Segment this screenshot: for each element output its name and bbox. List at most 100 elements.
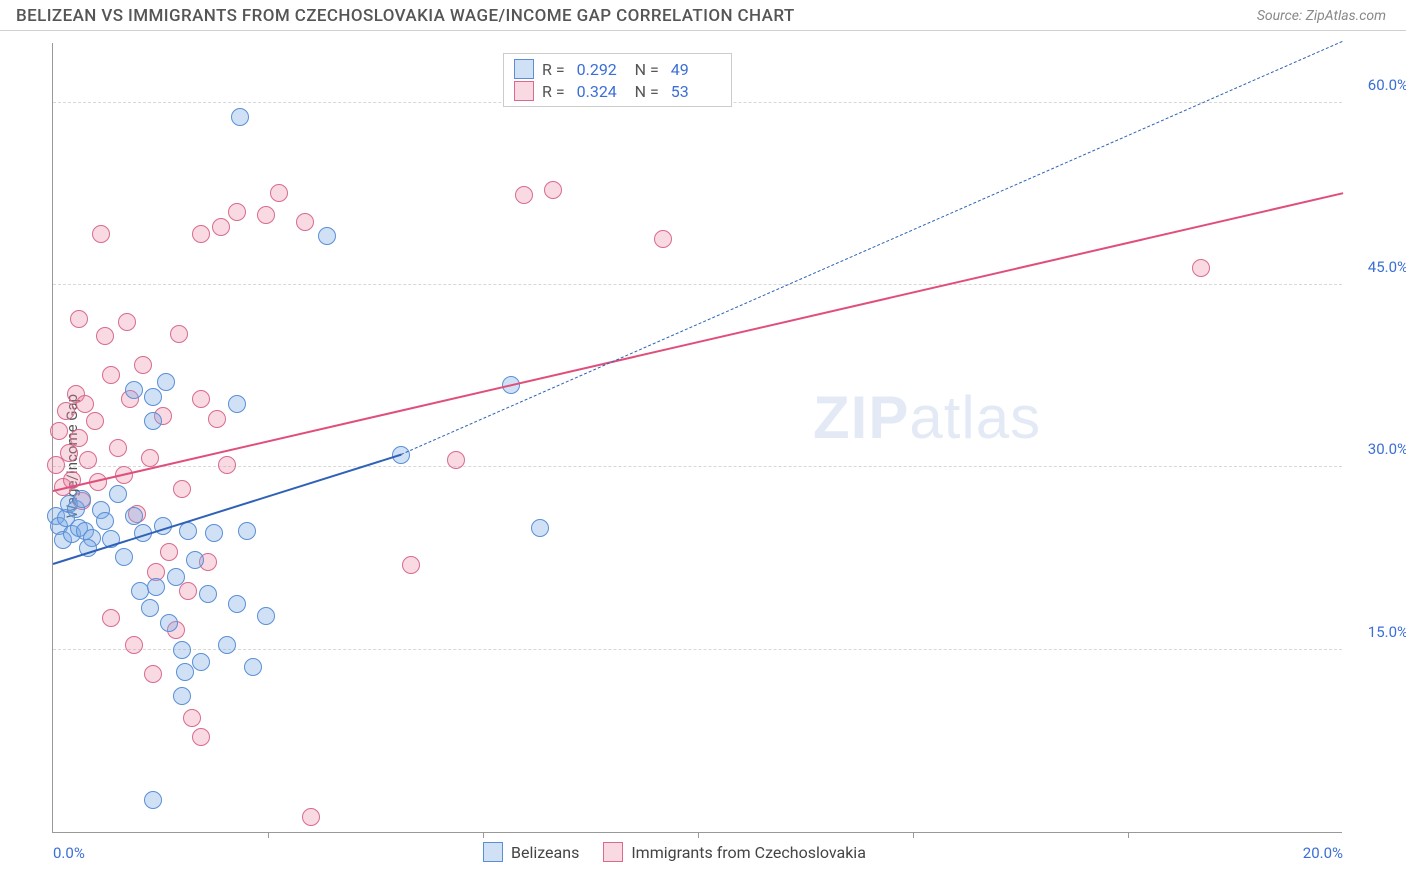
data-point (173, 641, 191, 659)
data-point (176, 663, 194, 681)
y-tick-label: 60.0% (1348, 76, 1406, 94)
data-point (125, 507, 143, 525)
data-point (186, 551, 204, 569)
r-value: 0.324 (577, 82, 627, 101)
data-point (125, 381, 143, 399)
y-tick-label: 15.0% (1348, 623, 1406, 641)
data-point (144, 412, 162, 430)
n-label: N = (635, 82, 659, 101)
x-tick-mark (913, 832, 914, 838)
data-point (257, 206, 275, 224)
data-point (102, 609, 120, 627)
data-point (173, 480, 191, 498)
data-point (218, 456, 236, 474)
data-point (257, 607, 275, 625)
data-point (115, 548, 133, 566)
data-point (79, 451, 97, 469)
data-point (167, 568, 185, 586)
data-point (296, 213, 314, 231)
data-point (402, 556, 420, 574)
data-point (192, 225, 210, 243)
chart-title: BELIZEAN VS IMMIGRANTS FROM CZECHOSLOVAK… (16, 6, 795, 26)
gridline (53, 649, 1342, 650)
data-point (118, 313, 136, 331)
data-point (109, 485, 127, 503)
data-point (92, 225, 110, 243)
data-point (170, 325, 188, 343)
data-point (218, 636, 236, 654)
r-label: R = (542, 82, 565, 101)
data-point (125, 636, 143, 654)
data-point (141, 599, 159, 617)
data-point (192, 653, 210, 671)
data-point (70, 429, 88, 447)
y-tick-label: 45.0% (1348, 258, 1406, 276)
data-point (318, 227, 336, 245)
n-value: 53 (671, 82, 721, 101)
data-point (1192, 259, 1210, 277)
gridline (53, 284, 1342, 285)
data-point (102, 366, 120, 384)
data-point (544, 181, 562, 199)
data-point (192, 728, 210, 746)
data-point (447, 451, 465, 469)
n-value: 49 (671, 60, 721, 79)
data-point (144, 665, 162, 683)
data-point (302, 808, 320, 826)
x-tick-mark (698, 832, 699, 838)
data-point (228, 395, 246, 413)
data-point (96, 327, 114, 345)
legend-item: Immigrants from Czechoslovakia (603, 842, 866, 862)
legend-label: Belizeans (511, 843, 579, 862)
data-point (141, 449, 159, 467)
legend-swatch (483, 842, 503, 862)
x-tick-label: 0.0% (53, 844, 85, 862)
data-point (160, 614, 178, 632)
data-point (76, 395, 94, 413)
legend-swatch (603, 842, 623, 862)
data-point (57, 402, 75, 420)
legend-swatch (514, 81, 534, 101)
data-point (50, 422, 68, 440)
data-point (157, 373, 175, 391)
data-point (147, 578, 165, 596)
data-point (228, 595, 246, 613)
x-tick-label: 20.0% (1303, 844, 1343, 862)
data-point (212, 218, 230, 236)
data-point (86, 412, 104, 430)
data-point (73, 490, 91, 508)
stats-legend-row: R =0.292N =49 (514, 58, 721, 80)
data-point (208, 410, 226, 428)
y-tick-label: 30.0% (1348, 440, 1406, 458)
data-point (173, 687, 191, 705)
data-point (160, 543, 178, 561)
legend-item: Belizeans (483, 842, 579, 862)
x-tick-mark (268, 832, 269, 838)
legend-label: Immigrants from Czechoslovakia (631, 843, 866, 862)
source-value: ZipAtlas.com (1306, 8, 1386, 24)
data-point (192, 390, 210, 408)
data-point (144, 791, 162, 809)
data-point (70, 310, 88, 328)
data-point (228, 203, 246, 221)
gridline (53, 466, 1342, 467)
trend-line (53, 192, 1343, 492)
chart-source: Source: ZipAtlas.com (1257, 8, 1386, 24)
data-point (270, 184, 288, 202)
r-value: 0.292 (577, 60, 627, 79)
watermark: ZIPatlas (813, 383, 1041, 452)
data-point (244, 658, 262, 676)
plot-area: 15.0%30.0%45.0%60.0%0.0%20.0%ZIPatlasR =… (52, 43, 1342, 833)
data-point (96, 512, 114, 530)
data-point (199, 585, 217, 603)
data-point (238, 522, 256, 540)
n-label: N = (635, 60, 659, 79)
data-point (183, 709, 201, 727)
data-point (515, 186, 533, 204)
data-point (654, 230, 672, 248)
chart-header: BELIZEAN VS IMMIGRANTS FROM CZECHOSLOVAK… (0, 0, 1406, 31)
stats-legend-row: R = 0.324 N = 53 (514, 80, 721, 102)
x-tick-mark (483, 832, 484, 838)
x-tick-mark (1128, 832, 1129, 838)
data-point (144, 388, 162, 406)
